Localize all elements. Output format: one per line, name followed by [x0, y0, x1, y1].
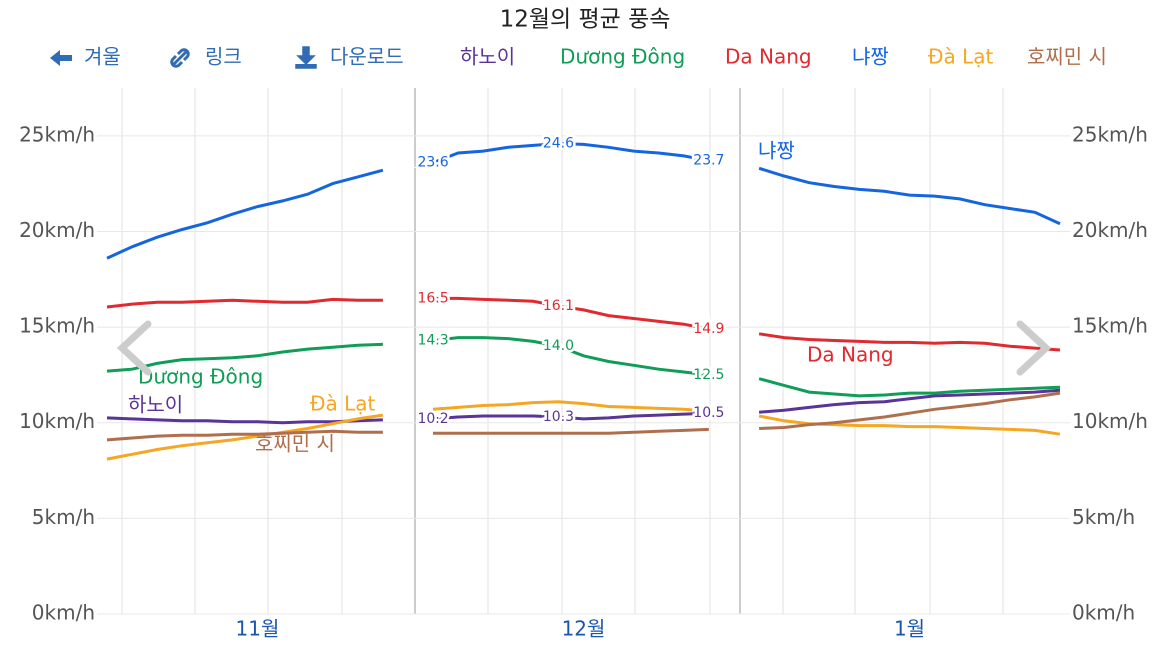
data-label: 23.6	[417, 155, 448, 171]
series-annotation: 냐짱	[758, 139, 795, 163]
data-label: 24.6	[543, 135, 574, 151]
legend-entry[interactable]: Da Nang	[725, 45, 812, 69]
series-line	[106, 388, 1061, 425]
x-tick-label: 1월	[894, 617, 925, 641]
series-annotation: Da Nang	[807, 343, 894, 367]
y-tick-label: 10km/h	[19, 409, 95, 433]
series-line	[106, 141, 1061, 260]
y2-tick-label: 20km/h	[1072, 218, 1148, 242]
series-annotation: 하노이	[128, 393, 183, 417]
chart-title: 12월의 평균 풍속	[500, 7, 671, 33]
data-label: 16.1	[543, 298, 574, 314]
x-tick-label: 11월	[236, 617, 280, 641]
link-button[interactable]: 링크	[170, 45, 242, 69]
y-tick-label: 25km/h	[19, 122, 95, 146]
legend-entry[interactable]: Đà Lạt	[928, 45, 994, 69]
y2-tick-label: 25km/h	[1072, 122, 1148, 146]
nav-next[interactable]	[1016, 320, 1052, 376]
y-tick-label: 0km/h	[32, 601, 95, 625]
series-annotation: Đà Lạt	[310, 392, 376, 416]
y-tick-label: 20km/h	[19, 218, 95, 242]
series-annotation: Dương Đông	[138, 365, 263, 389]
legend-entry[interactable]: 호찌민 시	[1027, 45, 1107, 69]
series-line	[106, 336, 1061, 398]
y-tick-label: 15km/h	[19, 314, 95, 338]
series-line	[106, 400, 1061, 461]
link-icon	[170, 48, 190, 68]
data-label: 12.5	[693, 367, 724, 383]
data-label: 16.5	[417, 290, 448, 306]
prev-label: 겨울	[84, 45, 121, 69]
data-label: 14.9	[693, 321, 724, 337]
data-label: 10.3	[543, 409, 574, 425]
y-tick-label: 5km/h	[32, 505, 95, 529]
y2-tick-label: 15km/h	[1072, 314, 1148, 338]
data-label: 10.5	[693, 405, 724, 421]
link-label: 링크	[205, 45, 242, 69]
arrow-icon	[50, 50, 72, 66]
data-label: 23.7	[693, 153, 724, 169]
series-line	[106, 391, 1061, 442]
y2-tick-label: 5km/h	[1072, 505, 1135, 529]
data-label: 14.0	[543, 338, 574, 354]
download-label: 다운로드	[330, 45, 404, 69]
download-icon	[295, 46, 317, 69]
data-label: 14.3	[417, 332, 448, 348]
legend-entry[interactable]: 하노이	[460, 45, 515, 69]
legend-entry[interactable]: 냐짱	[852, 45, 889, 69]
nav-prev[interactable]	[116, 320, 152, 376]
x-tick-label: 12월	[562, 617, 606, 641]
legend-entry[interactable]: Dương Đông	[560, 45, 685, 69]
data-label: 10.2	[417, 411, 448, 427]
series-annotation: 호찌민 시	[255, 432, 335, 456]
series-line	[106, 296, 1061, 352]
prev-button[interactable]: 겨울	[50, 45, 121, 69]
y2-tick-label: 10km/h	[1072, 409, 1148, 433]
download-button[interactable]: 다운로드	[295, 45, 404, 69]
y2-tick-label: 0km/h	[1072, 601, 1135, 625]
